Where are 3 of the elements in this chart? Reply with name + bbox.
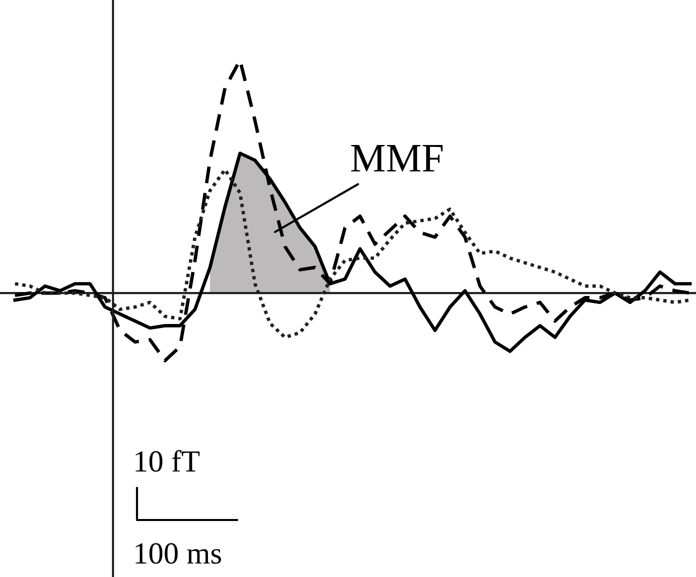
annotation: MMF (351, 145, 443, 172)
text: 100 ms (136, 543, 222, 564)
text: 10 fT (136, 450, 200, 472)
